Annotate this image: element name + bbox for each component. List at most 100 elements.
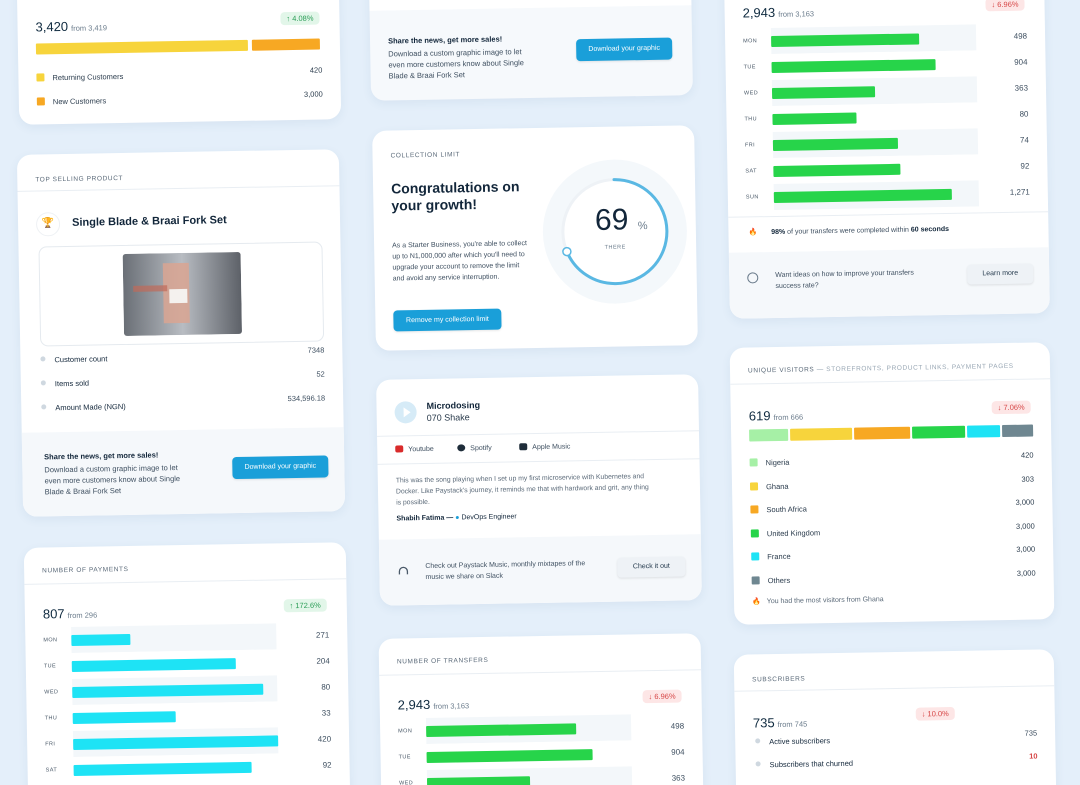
day-label: FRI bbox=[744, 142, 756, 149]
legend-value: 420 bbox=[1020, 450, 1034, 460]
legend-swatch bbox=[750, 505, 759, 514]
song-title: Microdosing bbox=[426, 400, 481, 411]
total: 619 bbox=[748, 408, 771, 424]
legend-value: 3,000 bbox=[1015, 497, 1035, 507]
legend-item: South Africa 3,000 bbox=[750, 498, 1034, 519]
subscribers-card: SUBSCRIBERS 735 from 745 ↓ 10.0% Active s… bbox=[733, 649, 1057, 785]
bar-rows: MON 498 TUE 904 WED 363 bbox=[380, 713, 702, 785]
platform-link[interactable]: Apple Music bbox=[519, 442, 570, 451]
segment bbox=[790, 427, 852, 441]
trophy-icon: 🏆 bbox=[35, 212, 61, 237]
from: from 3,163 bbox=[433, 701, 470, 711]
legend-value: 420 bbox=[309, 65, 323, 75]
share-text: Download a custom graphic image to let e… bbox=[44, 463, 181, 497]
legend-label: New Customers bbox=[52, 96, 107, 107]
remove-limit-button[interactable]: Remove my collection limit bbox=[393, 308, 502, 332]
legend-swatch bbox=[750, 528, 759, 537]
heading: Congratulations on your growth! bbox=[390, 178, 520, 214]
product-card: TOP SELLING PRODUCT 🏆 Single Blade & Bra… bbox=[16, 149, 346, 517]
bar-row: SAT 92 bbox=[27, 752, 349, 784]
music-footer: Check out Paystack Music, monthly mixtap… bbox=[378, 534, 702, 606]
day-label: SUN bbox=[745, 194, 759, 201]
legend-item: Returning Customers 420 bbox=[36, 66, 322, 87]
bar bbox=[772, 112, 857, 125]
day-label: MON bbox=[43, 637, 58, 644]
legend-label: France bbox=[767, 551, 791, 562]
platform-icon bbox=[457, 444, 466, 452]
stat-value: 534,596.18 bbox=[287, 393, 326, 404]
change-badge: ↓ 6.96% bbox=[985, 0, 1025, 12]
author-line: Shabih Fatima — ● DevOps Engineer bbox=[396, 513, 516, 522]
quote: This was the song playing when I set up … bbox=[395, 473, 649, 507]
play-glyph bbox=[403, 407, 411, 418]
bar-track bbox=[71, 623, 277, 654]
bar-track bbox=[72, 727, 279, 757]
ring-knob bbox=[562, 246, 572, 257]
ring-arc bbox=[561, 178, 669, 286]
platform-name: Spotify bbox=[470, 444, 492, 453]
day-label: TUE bbox=[43, 663, 57, 670]
subscriber-row: Subscribers that churned 10 bbox=[755, 752, 1038, 772]
change-badge: ↓ 7.06% bbox=[991, 400, 1031, 415]
divider bbox=[734, 685, 1055, 692]
bar bbox=[771, 59, 936, 74]
divider bbox=[377, 430, 699, 437]
play-icon[interactable] bbox=[394, 401, 417, 424]
stats: Customer count 7348 Items sold 52 Amount Mad… bbox=[20, 346, 342, 412]
legend-item: Others 3,000 bbox=[751, 568, 1036, 589]
legend-swatch bbox=[749, 481, 759, 490]
bar-value: 904 bbox=[671, 747, 685, 757]
footer-text: Check out Paystack Music, monthly mixtap… bbox=[425, 560, 586, 581]
total: 2,943 bbox=[397, 696, 431, 713]
card-label: NUMBER OF PAYMENTS bbox=[42, 566, 129, 575]
from: from 666 bbox=[773, 412, 804, 423]
learn-more-button[interactable]: Learn more bbox=[967, 263, 1034, 285]
check-it-out-button[interactable]: Check it out bbox=[617, 556, 686, 578]
note-text: of your transfers were completed within bbox=[785, 226, 911, 236]
download-button[interactable]: Download your graphic bbox=[232, 455, 329, 480]
header-strip bbox=[368, 0, 692, 11]
card-label: NUMBER OF TRANSFERS bbox=[396, 656, 489, 666]
divider bbox=[24, 578, 347, 585]
legend-label: Returning Customers bbox=[52, 71, 124, 83]
music-card: Microdosing 070 Shake Youtube Spotify Appl… bbox=[376, 374, 702, 606]
platform-name: Youtube bbox=[408, 445, 434, 454]
day-label: WED bbox=[44, 689, 59, 696]
bar-value: 80 bbox=[1019, 109, 1029, 119]
day-label: WED bbox=[399, 780, 414, 785]
total: 3,420 bbox=[35, 18, 69, 35]
legend-item: United Kingdom 3,000 bbox=[750, 521, 1035, 542]
legend-value: 3,000 bbox=[1016, 544, 1036, 554]
total: 735 bbox=[752, 715, 775, 731]
role-icon: ● bbox=[455, 514, 460, 522]
bar-value: 74 bbox=[1019, 135, 1029, 145]
ring-unit: % bbox=[638, 220, 648, 232]
legend-label: South Africa bbox=[766, 504, 807, 515]
legend-value: 3,000 bbox=[303, 89, 323, 99]
divider bbox=[728, 211, 1049, 218]
platform-link[interactable]: Spotify bbox=[457, 444, 492, 453]
day-label: THU bbox=[744, 116, 758, 123]
day-label: FRI bbox=[45, 741, 56, 748]
bar bbox=[771, 33, 919, 48]
bullet bbox=[755, 761, 761, 767]
bar bbox=[72, 683, 263, 699]
platform-link[interactable]: Youtube bbox=[395, 445, 434, 454]
day-label: THU bbox=[44, 715, 58, 722]
bar-track bbox=[773, 154, 979, 184]
collection-card: COLLECTION LIMIT Congratulations on your… bbox=[372, 125, 698, 351]
download-button[interactable]: Download your graphic bbox=[576, 37, 673, 62]
bar-value: 92 bbox=[1020, 161, 1030, 171]
stat-row: Amount Made (NGN) 534,596.18 bbox=[41, 393, 326, 414]
image-frame bbox=[38, 241, 325, 347]
segment bbox=[1002, 424, 1034, 438]
fire-icon: 🔥 bbox=[751, 598, 761, 606]
legend-swatch bbox=[36, 73, 45, 82]
legend-value: 303 bbox=[1021, 474, 1035, 484]
legend-label: United Kingdom bbox=[766, 527, 821, 538]
bar-value: 904 bbox=[1014, 57, 1028, 67]
stat-label: Amount Made (NGN) bbox=[55, 401, 126, 413]
divider bbox=[730, 378, 1051, 385]
total: 807 bbox=[42, 606, 65, 622]
legend-swatch bbox=[751, 552, 760, 561]
